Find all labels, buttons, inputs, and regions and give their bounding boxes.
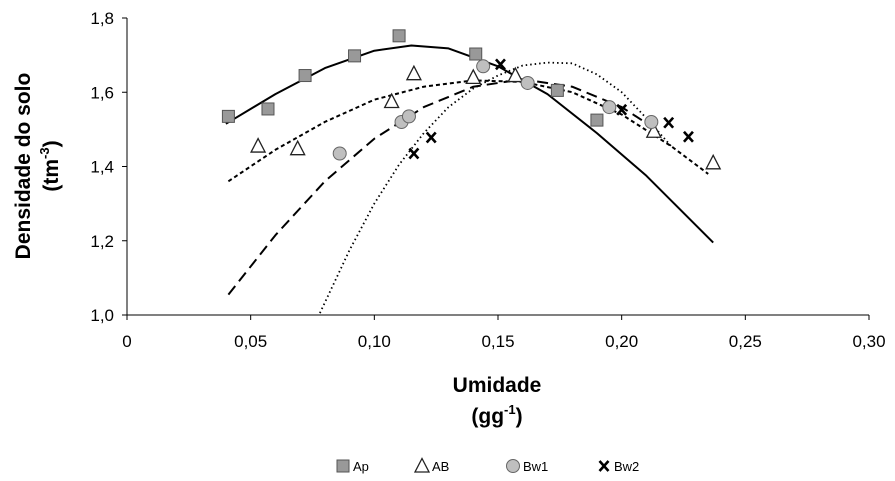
data-point-bw1 [602,100,617,115]
data-point-bw2 [425,131,437,144]
data-point-bw2 [682,130,694,143]
fit-curve-bw2 [319,61,672,314]
legend-item-bw1: Bw1 [506,459,548,474]
data-point-ap [221,109,235,123]
x-tick-label: 0,25 [729,332,762,351]
data-point-ap [550,83,564,97]
legend-label: Bw1 [523,459,548,474]
data-point-bw1 [401,109,416,124]
x-axis-unit-end: ) [516,405,523,428]
data-point-bw2 [616,103,628,116]
legend-marker-ap [336,459,350,473]
data-point-ap [348,49,362,63]
data-point-bw1 [644,114,659,129]
y-axis-unit: (tm-3) [37,140,63,191]
y-axis-unit-sup: -3 [37,147,52,159]
legend-label: Bw2 [614,459,639,474]
y-tick-label: 1,8 [90,9,114,28]
y-axis-title: Densidade do solo [12,73,35,260]
data-point-ap [392,29,406,43]
x-axis-unit-base: (gg [471,405,504,428]
legend-marker-ab [413,457,431,473]
x-axis-title: Umidade [453,374,542,397]
x-tick-label: 0 [122,332,131,351]
y-axis-ticks: 1,0 1,2 1,4 1,6 1,8 [90,9,127,325]
legend-marker-bw2 [598,460,610,472]
legend: Ap AB Bw1 Bw2 [336,457,639,474]
legend-label: AB [432,459,449,474]
legend-label: Ap [353,459,369,474]
legend-item-ap: Ap [336,459,369,474]
data-point-bw1 [520,75,535,90]
x-axis-unit-sup: -1 [504,402,516,417]
y-tick-label: 1,4 [90,158,114,177]
fit-curves [225,44,714,314]
data-point-ap [590,113,604,127]
data-point-ap [469,47,483,61]
y-tick-label: 1,6 [90,83,114,102]
x-axis-unit: (gg-1) [471,402,522,428]
x-tick-label: 0,10 [358,332,391,351]
y-axis-unit-end: ) [40,140,63,147]
x-axis-ticks: 0 0,05 0,10 0,15 0,20 0,25 0,30 [122,315,886,351]
data-point-ab [705,153,722,170]
data-point-ab [289,139,306,156]
data-point-bw2 [408,147,420,160]
x-tick-label: 0,30 [852,332,885,351]
data-point-ap [261,102,275,116]
data-point-ap [298,69,312,83]
data-point-ab [383,92,400,109]
x-tick-label: 0,15 [481,332,514,351]
data-point-ab [645,122,662,138]
data-point-ab [250,137,267,153]
x-tick-label: 0,05 [234,332,267,351]
data-point-bw1 [476,59,491,74]
fit-curve-bw1 [227,78,660,296]
data-point-bw2 [663,116,675,129]
data-point-ab [507,66,524,83]
x-tick-label: 0,20 [605,332,638,351]
y-tick-label: 1,0 [90,306,114,325]
legend-item-bw2: Bw2 [598,459,639,474]
data-markers [221,29,722,170]
data-point-ab [465,68,482,85]
data-point-ab [405,64,422,81]
y-tick-label: 1,2 [90,232,114,251]
data-point-bw2 [495,58,506,71]
y-axis-unit-base: (tm [40,159,63,192]
data-point-bw1 [332,146,347,161]
legend-marker-bw1 [506,459,520,473]
legend-item-ab: AB [413,457,449,474]
